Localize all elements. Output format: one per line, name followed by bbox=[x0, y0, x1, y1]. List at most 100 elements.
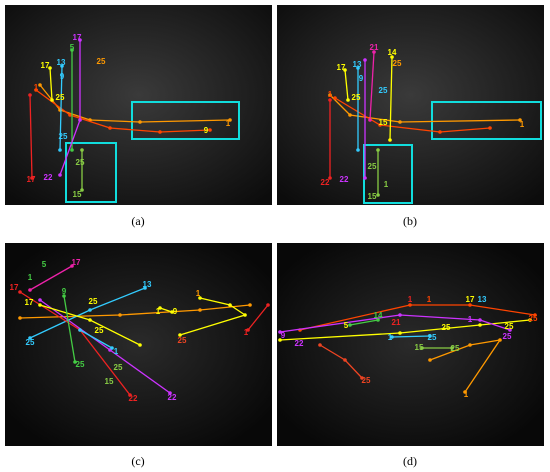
trajectory-point bbox=[58, 173, 62, 177]
trajectory-point bbox=[128, 393, 132, 397]
trajectory-point bbox=[228, 303, 232, 307]
trajectory-point bbox=[518, 118, 522, 122]
trajectory bbox=[49, 67, 53, 101]
trajectory-label: 25 bbox=[95, 326, 104, 335]
trajectory-label: 17 bbox=[10, 283, 19, 292]
trajectory-point bbox=[376, 193, 380, 197]
trajectory-label: 25 bbox=[178, 336, 187, 345]
trajectory bbox=[429, 339, 502, 393]
trajectory-point bbox=[30, 176, 34, 180]
trajectory-point bbox=[388, 138, 392, 142]
trajectory bbox=[369, 51, 375, 121]
trajectory-label: 14 bbox=[374, 311, 383, 320]
trajectory-label: 1 bbox=[408, 295, 413, 304]
trajectory-label: 9 bbox=[173, 307, 178, 316]
highlight-box bbox=[131, 101, 240, 140]
trajectory bbox=[391, 335, 431, 338]
trajectory-point bbox=[420, 346, 424, 350]
trajectory-label: 25 bbox=[442, 323, 451, 332]
highlight-box bbox=[431, 101, 542, 140]
trajectory-label: 1 bbox=[244, 328, 249, 337]
trajectory bbox=[247, 304, 269, 331]
trajectory-point bbox=[138, 120, 142, 124]
trajectory-label: 1 bbox=[384, 180, 389, 189]
trajectory-point bbox=[62, 294, 66, 298]
trajectory-point bbox=[398, 331, 402, 335]
trajectory-label: 17 bbox=[466, 295, 475, 304]
trajectory-point bbox=[78, 328, 82, 332]
trajectory-label: 5 bbox=[42, 260, 47, 269]
trajectory-point bbox=[390, 335, 394, 339]
trajectory-point bbox=[508, 328, 512, 332]
trajectory-label: 25 bbox=[114, 363, 123, 372]
trajectory-label: 22 bbox=[321, 178, 330, 187]
trajectory-point bbox=[408, 303, 412, 307]
trajectory bbox=[389, 56, 393, 141]
trajectory-point bbox=[88, 308, 92, 312]
trajectory-label: 1 bbox=[427, 295, 432, 304]
trajectory-label: 9 bbox=[62, 287, 67, 296]
trajectory-label: 25 bbox=[393, 59, 402, 68]
trajectory-point bbox=[208, 128, 212, 132]
trajectory-point bbox=[468, 343, 472, 347]
trajectory-point bbox=[60, 64, 64, 68]
trajectory-point bbox=[463, 390, 467, 394]
trajectory-point bbox=[318, 343, 322, 347]
trajectory-point bbox=[70, 264, 74, 268]
trajectory-label: 15 bbox=[415, 343, 424, 352]
trajectory-point bbox=[58, 148, 62, 152]
trajectory-point bbox=[158, 130, 162, 134]
trajectory-point bbox=[488, 126, 492, 130]
trajectory-point bbox=[428, 358, 432, 362]
trajectory-point bbox=[363, 58, 367, 62]
trajectory-label: 13 bbox=[57, 58, 66, 67]
trajectory-point bbox=[328, 93, 332, 97]
trajectory-point bbox=[48, 66, 52, 70]
trajectory-point bbox=[348, 113, 352, 117]
trajectory-point bbox=[70, 148, 74, 152]
caption: (d) bbox=[403, 454, 417, 468]
trajectory-point bbox=[468, 303, 472, 307]
trajectory-label: 1 bbox=[196, 289, 201, 298]
trajectory-label: 25 bbox=[503, 332, 512, 341]
trajectory bbox=[279, 314, 511, 333]
trajectory-label: 15 bbox=[105, 377, 114, 386]
trajectory bbox=[349, 319, 379, 326]
trajectory-label: 13 bbox=[478, 295, 487, 304]
trajectory-point bbox=[343, 68, 347, 72]
trajectory-point bbox=[158, 306, 162, 310]
trajectory-label: 17 bbox=[27, 175, 36, 184]
trajectory-label: 5 bbox=[344, 321, 349, 330]
trajectory-point bbox=[346, 98, 350, 102]
trajectory-point bbox=[278, 330, 282, 334]
trajectory-label: 1 bbox=[226, 119, 231, 128]
trajectory-label: 1 bbox=[34, 83, 39, 92]
trajectory-label: 21 bbox=[392, 318, 401, 327]
trajectory-label: 1 bbox=[114, 347, 119, 356]
trajectory-point bbox=[78, 38, 82, 42]
trajectory-label: 25 bbox=[76, 158, 85, 167]
trajectory bbox=[179, 297, 247, 336]
trajectory-point bbox=[372, 50, 376, 54]
highlight-box bbox=[65, 142, 117, 203]
trajectory-point bbox=[170, 310, 174, 314]
caption: (c) bbox=[131, 454, 144, 468]
trajectory-label: 9 bbox=[204, 126, 209, 135]
trajectory-label: 14 bbox=[388, 48, 397, 57]
trajectory-label: 25 bbox=[428, 333, 437, 342]
trajectory-label: 25 bbox=[97, 57, 106, 66]
panel-image bbox=[277, 243, 544, 446]
trajectory-label: 25 bbox=[352, 93, 361, 102]
trajectory bbox=[29, 94, 33, 179]
trajectory-point bbox=[138, 343, 142, 347]
trajectory-label: 22 bbox=[168, 393, 177, 402]
trajectory-point bbox=[80, 188, 84, 192]
trajectory-label: 5 bbox=[70, 43, 75, 52]
trajectory-label: 1 bbox=[468, 315, 473, 324]
trajectory-point bbox=[450, 346, 454, 350]
trajectory bbox=[19, 304, 251, 319]
trajectory-label: 22 bbox=[340, 175, 349, 184]
trajectory-point bbox=[398, 120, 402, 124]
trajectory-point bbox=[498, 338, 502, 342]
trajectory-label: 15 bbox=[368, 192, 377, 201]
